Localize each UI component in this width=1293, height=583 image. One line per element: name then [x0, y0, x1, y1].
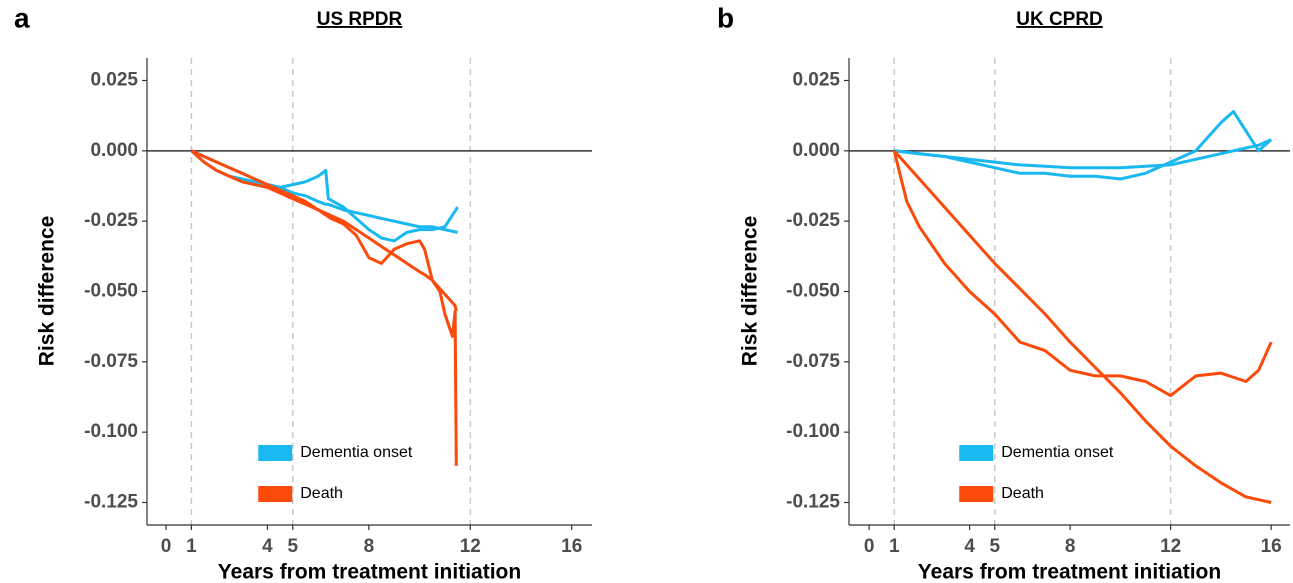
y-tick-label: -0.125 [786, 492, 840, 513]
y-tick-label: -0.075 [84, 351, 138, 372]
y-axis-title: Risk difference [36, 216, 59, 367]
legend-label: Dementia onset [300, 444, 413, 461]
y-tick-label: 0.000 [792, 140, 840, 161]
y-tick-label: 0.025 [90, 70, 138, 91]
x-tick-label: 8 [364, 536, 375, 557]
x-tick-label: 1 [186, 536, 197, 557]
y-tick-label: 0.025 [792, 70, 840, 91]
legend-swatch [959, 445, 994, 461]
x-tick-label: 0 [864, 536, 875, 557]
series-line [190, 149, 459, 243]
x-tick-label: 4 [964, 536, 975, 557]
y-tick-label: -0.025 [84, 210, 138, 231]
y-tick-label: -0.050 [786, 281, 840, 302]
y-tick-label: -0.100 [84, 421, 138, 442]
legend-swatch [959, 486, 994, 502]
x-tick-label: 16 [561, 536, 582, 557]
legend-swatch [258, 445, 293, 461]
series-line [190, 149, 458, 466]
trend-line [190, 149, 458, 234]
y-tick-label: -0.125 [84, 492, 138, 513]
x-tick-label: 12 [460, 536, 481, 557]
trend-line [893, 149, 1272, 504]
x-tick-label: 16 [1261, 536, 1282, 557]
x-axis-title: Years from treatment initiation [218, 561, 521, 583]
y-tick-label: -0.025 [786, 210, 840, 231]
x-tick-label: 0 [161, 536, 172, 557]
legend-label: Dementia onset [1001, 444, 1114, 461]
series-line [892, 150, 1273, 398]
chart-title: US RPDR [317, 9, 403, 30]
y-tick-label: 0.000 [90, 140, 138, 161]
y-tick-label: -0.100 [786, 421, 840, 442]
chart-title: UK CPRD [1016, 9, 1103, 30]
x-tick-label: 8 [1065, 536, 1076, 557]
series-line [894, 110, 1273, 181]
panel-label: b [717, 2, 734, 33]
x-tick-label: 4 [262, 536, 273, 557]
trend-line [894, 138, 1272, 170]
y-tick-label: -0.050 [84, 281, 138, 302]
y-axis-title: Risk difference [739, 216, 762, 367]
x-axis-title: Years from treatment initiation [918, 561, 1221, 583]
x-tick-label: 5 [288, 536, 299, 557]
legend-label: Death [300, 485, 343, 502]
x-tick-label: 5 [989, 536, 1000, 557]
y-tick-label: -0.075 [786, 351, 840, 372]
x-tick-label: 1 [889, 536, 900, 557]
legend-label: Death [1001, 485, 1044, 502]
panel-label: a [14, 2, 30, 33]
x-tick-label: 12 [1160, 536, 1181, 557]
legend-swatch [258, 486, 293, 502]
